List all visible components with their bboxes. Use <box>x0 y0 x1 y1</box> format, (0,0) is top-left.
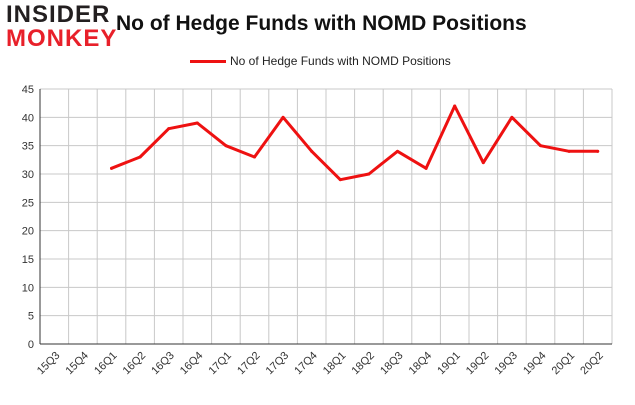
x-tick-label: 16Q3 <box>149 350 177 378</box>
legend-label: No of Hedge Funds with NOMD Positions <box>230 54 451 68</box>
data-point <box>195 121 199 125</box>
x-tick-label: 18Q2 <box>349 350 377 378</box>
logo-text-monkey: MONKEY <box>6 25 118 52</box>
data-point <box>510 115 514 119</box>
series-line <box>110 104 600 182</box>
data-point <box>453 104 457 108</box>
data-point <box>396 149 399 153</box>
x-tick-label: 18Q4 <box>407 350 435 378</box>
x-tick-label: 19Q1 <box>435 350 463 378</box>
x-tick-label: 18Q1 <box>321 350 349 378</box>
data-point <box>596 149 600 153</box>
chart-title: No of Hedge Funds with NOMD Positions <box>116 12 527 35</box>
x-tick-label: 16Q2 <box>121 350 149 378</box>
x-tick-label: 19Q4 <box>521 350 549 378</box>
x-tick-label: 20Q2 <box>578 350 606 378</box>
data-point <box>281 115 285 119</box>
data-point <box>338 178 342 182</box>
x-tick-label: 20Q1 <box>550 350 578 378</box>
x-tick-label: 15Q4 <box>63 350 91 378</box>
x-tick-label: 19Q3 <box>492 350 520 378</box>
y-tick-label: 25 <box>22 197 34 209</box>
x-tick-label: 16Q4 <box>178 350 206 378</box>
y-tick-label: 40 <box>22 112 34 124</box>
y-tick-label: 30 <box>22 169 34 181</box>
x-tick-label: 17Q3 <box>264 350 292 378</box>
x-tick-label: 17Q4 <box>292 350 320 378</box>
x-tick-label: 17Q1 <box>206 350 234 378</box>
y-tick-label: 45 <box>22 84 34 96</box>
y-tick-label: 0 <box>28 339 34 351</box>
insider-monkey-logo: INSIDER MONKEY <box>6 2 118 54</box>
data-point <box>167 127 171 131</box>
x-tick-label: 16Q1 <box>92 350 120 378</box>
data-point <box>539 144 542 148</box>
x-tick-label: 17Q2 <box>235 350 263 378</box>
data-point <box>367 172 371 176</box>
legend: No of Hedge Funds with NOMD Positions <box>190 52 451 70</box>
data-point <box>424 166 428 170</box>
data-point <box>567 149 571 153</box>
y-tick-label: 10 <box>22 282 34 294</box>
x-tick-label: 19Q2 <box>464 350 492 378</box>
x-tick-label: 18Q3 <box>378 350 406 378</box>
x-tick-label: 15Q3 <box>35 350 63 378</box>
data-point <box>138 155 142 159</box>
y-tick-label: 35 <box>22 141 34 153</box>
data-point <box>481 161 485 165</box>
data-point <box>253 155 256 159</box>
y-tick-label: 20 <box>22 226 34 238</box>
y-tick-label: 5 <box>28 311 34 323</box>
legend-swatch <box>190 59 226 63</box>
data-point <box>224 144 228 148</box>
y-tick-label: 15 <box>22 254 34 266</box>
data-point <box>110 166 113 170</box>
logo-text-insider: INSIDER <box>6 1 111 28</box>
data-point <box>310 149 314 153</box>
